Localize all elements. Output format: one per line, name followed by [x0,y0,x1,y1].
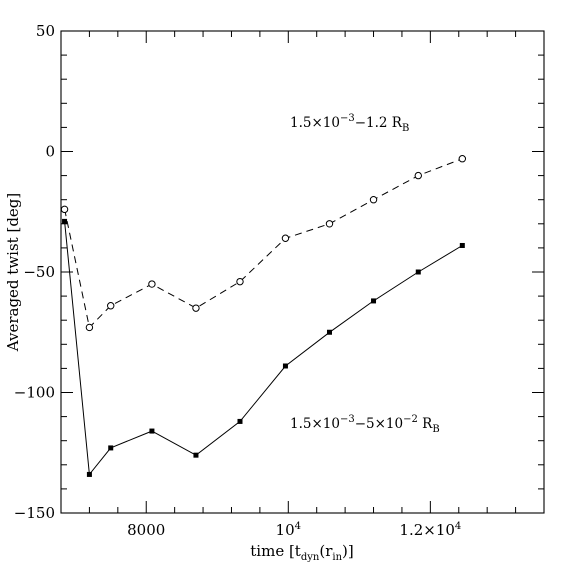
data-point [325,220,334,228]
y-tick-label: 0 [45,143,55,161]
data-point [85,323,94,332]
data-point [192,304,200,312]
data-point [149,428,155,434]
data-point [326,329,332,335]
x-tick-label: 8000 [127,521,165,539]
data-point [236,277,244,286]
series-layer [60,155,467,477]
data-point [86,471,92,477]
data-point [459,242,465,248]
solid-series-annotation: 1.5×10−3−5×10−2 RB [290,414,440,435]
x-axis-label: time [tdyn(rin)] [250,542,353,563]
y-tick-label: −50 [23,263,55,281]
series-line-0 [64,158,463,329]
data-point [237,418,243,424]
y-tick-label: 50 [36,22,55,40]
y-axis-label: Averaged twist [deg] [4,193,22,352]
data-point [107,302,115,310]
y-tick-label: −150 [14,504,55,522]
data-point [371,298,377,304]
data-point [60,205,69,214]
data-point [281,234,290,242]
data-point [108,445,114,451]
dashed-series-annotation: 1.5×10−3−1.2 RB [290,113,409,134]
y-tick-label: −100 [14,384,55,402]
data-point [369,196,378,204]
series-line-1 [64,221,463,476]
data-point [193,452,199,458]
axis-ticks: 50 0 −50 −100 −150 8000 104 1.2×104 [14,22,545,539]
data-point [148,280,156,288]
data-point [458,155,467,163]
data-point [282,363,288,369]
data-point [62,218,68,224]
plot-frame [60,30,545,514]
x-tick-label: 104 [276,521,301,539]
data-point [415,269,421,275]
data-point [414,171,422,180]
x-tick-label: 1.2×104 [399,521,461,539]
